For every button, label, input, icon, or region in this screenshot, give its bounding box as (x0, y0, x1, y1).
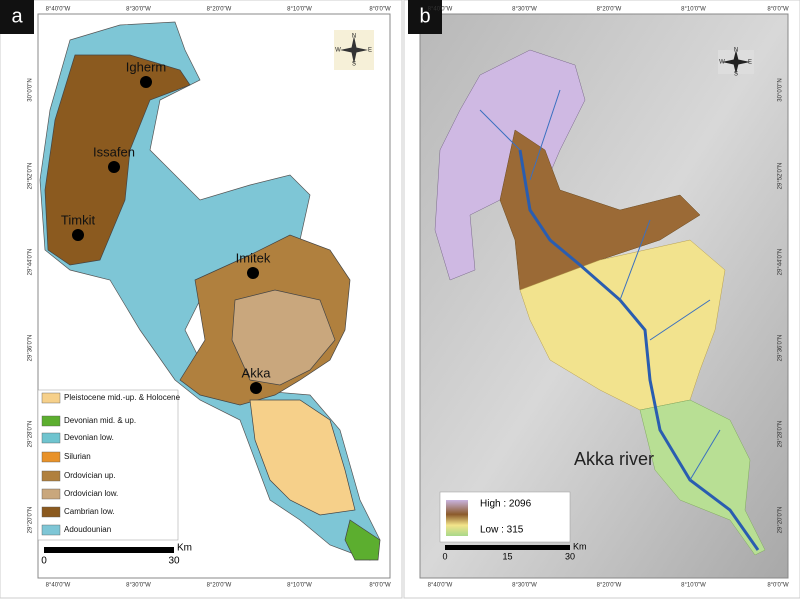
dem-high: High : 2096 (480, 499, 532, 510)
legend-label: Silurian (64, 452, 91, 461)
latitude-label: 29°36'0"N (28, 335, 34, 362)
latitude-label: 30°0'0"N (778, 78, 784, 101)
longitude-label: 8°10'0"W (681, 7, 706, 13)
compass-letter: S (352, 62, 356, 68)
river-name: Akka river (574, 449, 654, 469)
latitude-label: 29°52'0"N (778, 163, 784, 190)
place-name: Issafen (93, 144, 135, 159)
legend-label: Pleistocene mid.-up. & Holocene (64, 393, 181, 402)
legend-label: Ordovician up. (64, 471, 116, 480)
cambrian-area (44, 54, 191, 266)
latitude-label: 30°0'0"N (28, 78, 34, 101)
legend-swatch (41, 524, 61, 536)
place-name: Akka (242, 365, 272, 380)
compass-letter: N (352, 34, 356, 40)
river (518, 149, 760, 551)
compass-letter: W (719, 60, 725, 66)
scale-bar (445, 545, 570, 550)
scale-tick: 30 (565, 551, 575, 561)
scale-tick: 15 (502, 551, 512, 561)
legend-label: Adoudounian (64, 525, 111, 534)
latitude-label: 29°28'0"N (28, 421, 34, 448)
dem-ramp (446, 500, 468, 536)
latitude-label: 29°20'0"N (28, 507, 34, 534)
place-marker (247, 267, 259, 279)
longitude-label: 8°20'0"W (597, 583, 622, 589)
place-marker (140, 76, 152, 88)
legend-swatch (41, 470, 61, 482)
legend-swatch (41, 392, 61, 404)
place-name: Timkit (61, 212, 96, 227)
longitude-label: 8°40'0"W (428, 7, 453, 13)
scale-tick: 30 (168, 556, 180, 567)
devonian-area (344, 519, 381, 561)
legend-swatch (41, 488, 61, 500)
scale-tick: 0 (41, 556, 47, 567)
longitude-label: 8°40'0"W (46, 583, 71, 589)
longitude-label: 8°10'0"W (287, 7, 312, 13)
panel-label: a (11, 5, 23, 27)
legend-swatch (41, 451, 61, 463)
scale-bar (44, 547, 174, 553)
latitude-label: 29°20'0"N (778, 507, 784, 534)
dem-low: Low : 315 (480, 525, 524, 536)
latitude-label: 29°44'0"N (28, 249, 34, 276)
compass-rose (722, 50, 750, 74)
ordovician-low-area (231, 289, 336, 386)
midland-area (499, 129, 701, 291)
place-name: Igherm (126, 59, 166, 74)
longitude-label: 8°10'0"W (287, 583, 312, 589)
legend-swatch (41, 432, 61, 444)
tributaries (479, 89, 721, 481)
longitude-label: 8°0'0"W (767, 583, 789, 589)
longitude-label: 8°40'0"W (428, 583, 453, 589)
longitude-label: 8°30'0"W (512, 583, 537, 589)
compass-letter: S (734, 72, 738, 78)
compass-rose (340, 36, 368, 64)
compass-letter: E (748, 60, 752, 66)
panel-label: b (419, 5, 430, 27)
panel-a (0, 0, 403, 599)
longitude-label: 8°0'0"W (767, 7, 789, 13)
longitude-label: 8°30'0"W (512, 7, 537, 13)
legend-label: Devonian low. (64, 433, 114, 442)
panel-b (403, 0, 800, 599)
longitude-label: 8°20'0"W (207, 583, 232, 589)
place-marker (250, 382, 262, 394)
longitude-label: 8°0'0"W (369, 7, 391, 13)
longitude-label: 8°10'0"W (681, 583, 706, 589)
place-marker (72, 229, 84, 241)
compass-letter: N (734, 48, 738, 54)
longitude-label: 8°20'0"W (597, 7, 622, 13)
latitude-label: 29°44'0"N (778, 249, 784, 276)
longitude-label: 8°0'0"W (369, 583, 391, 589)
legend-swatch (41, 415, 61, 427)
longitude-label: 8°20'0"W (207, 7, 232, 13)
panel-label-box (408, 0, 442, 34)
latitude-label: 29°36'0"N (778, 335, 784, 362)
legend-label: Ordovician low. (64, 489, 118, 498)
scale-unit: Km (573, 541, 587, 551)
longitude-label: 8°30'0"W (126, 583, 151, 589)
compass-letter: W (335, 48, 341, 54)
legend-box (37, 389, 179, 541)
legend-swatch (41, 506, 61, 518)
legend-label: Cambrian low. (64, 507, 115, 516)
latitude-label: 29°52'0"N (28, 163, 34, 190)
quaternary-area (249, 399, 356, 516)
legend-label: Devonian mid. & up. (64, 416, 136, 425)
lowland-area (519, 239, 726, 411)
longitude-label: 8°30'0"W (126, 7, 151, 13)
scale-unit: Km (177, 543, 192, 554)
place-name: Imitek (236, 250, 271, 265)
longitude-label: 8°40'0"W (46, 7, 71, 13)
place-marker (108, 161, 120, 173)
compass-letter: E (368, 48, 372, 54)
scale-tick: 0 (442, 551, 447, 561)
panel-label-box (0, 0, 34, 34)
latitude-label: 29°28'0"N (778, 421, 784, 448)
